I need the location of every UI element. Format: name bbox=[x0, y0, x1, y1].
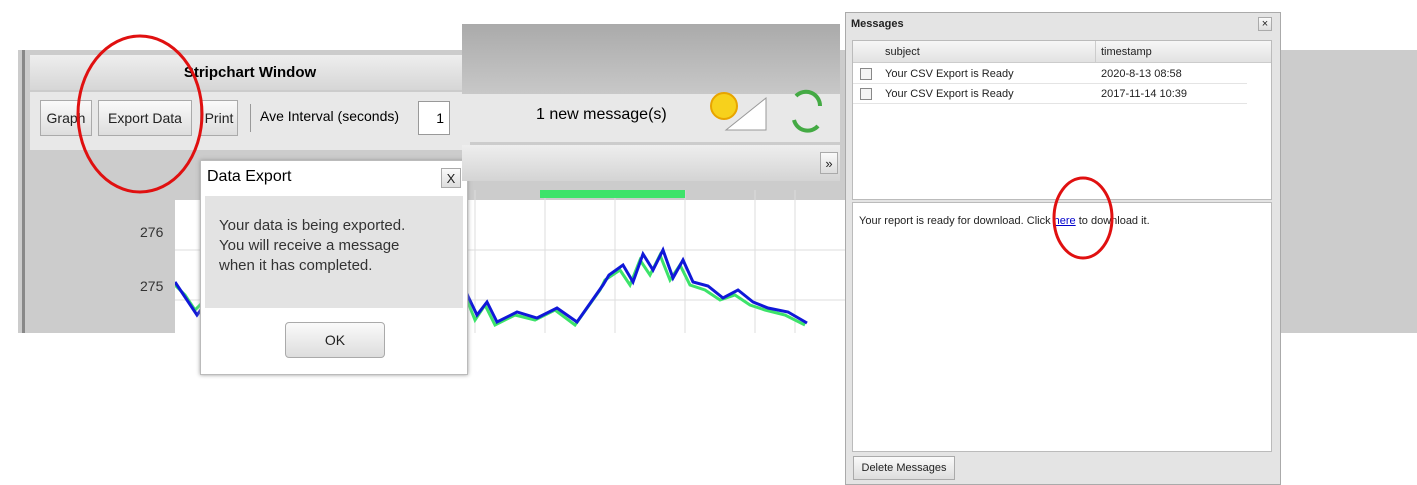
interval-input[interactable]: 1 bbox=[418, 101, 450, 135]
notifier-text: 1 new message(s) bbox=[462, 94, 840, 142]
dialog-line: You will receive a message bbox=[219, 237, 400, 254]
dialog-title: Data Export bbox=[207, 168, 292, 185]
messages-title: Messages bbox=[851, 18, 904, 30]
message-body: Your report is ready for download. Click… bbox=[852, 202, 1272, 452]
row-cell: Your CSV Export is Ready bbox=[885, 88, 1014, 100]
row-checkbox[interactable] bbox=[860, 88, 872, 100]
ok-button[interactable]: OK bbox=[285, 322, 385, 358]
y-label: 276 bbox=[140, 224, 164, 240]
row-cell: Your CSV Export is Ready bbox=[885, 68, 1014, 80]
messages-close[interactable]: × bbox=[1258, 17, 1272, 31]
y-label: 275 bbox=[140, 278, 164, 294]
row-checkbox[interactable] bbox=[860, 68, 872, 80]
row[interactable] bbox=[853, 64, 1247, 84]
download-link[interactable]: here bbox=[1053, 215, 1076, 227]
row-cell: 2020-8-13 08:58 bbox=[1101, 68, 1182, 80]
export-button[interactable]: Export Data bbox=[98, 100, 192, 136]
column-header: timestamp bbox=[1101, 46, 1152, 58]
body-text: Your report is ready for download. Click bbox=[859, 215, 1054, 227]
column-header: subject bbox=[885, 46, 920, 58]
column-divider bbox=[1095, 41, 1096, 63]
notifier-bar bbox=[462, 145, 840, 181]
print-button[interactable]: Print bbox=[200, 100, 238, 136]
window-title: Stripchart Window bbox=[30, 55, 470, 90]
separator bbox=[250, 104, 251, 132]
body-text: to download it. bbox=[1075, 215, 1150, 227]
expand-button[interactable]: » bbox=[820, 152, 838, 174]
row[interactable] bbox=[853, 84, 1247, 104]
mail-icons bbox=[710, 89, 823, 133]
dialog-body: Your data is being exported. You will re… bbox=[205, 196, 463, 308]
dialog-line: Your data is being exported. bbox=[219, 217, 406, 234]
dialog-close[interactable]: X bbox=[441, 168, 461, 188]
graph-button[interactable]: Graph bbox=[40, 100, 92, 136]
edge bbox=[22, 50, 25, 333]
notifier-header bbox=[462, 24, 840, 94]
delete-button[interactable]: Delete Messages bbox=[853, 456, 955, 480]
row-cell: 2017-11-14 10:39 bbox=[1101, 88, 1188, 100]
grid-header bbox=[853, 41, 1271, 63]
interval-label: Ave Interval (seconds) bbox=[260, 108, 400, 124]
dialog-line: when it has completed. bbox=[219, 257, 373, 274]
